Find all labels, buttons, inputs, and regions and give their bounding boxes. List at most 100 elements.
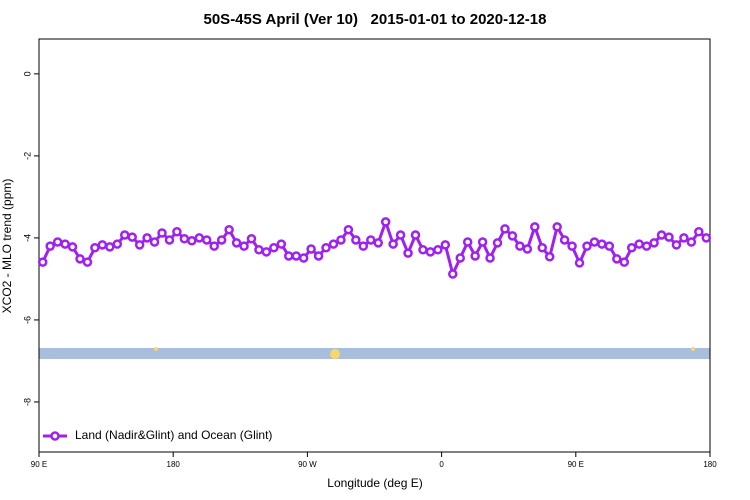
data-point: [105, 242, 115, 252]
data-point: [224, 224, 234, 235]
data-point: [559, 235, 570, 245]
data-point: [366, 235, 376, 245]
data-point: [328, 239, 339, 249]
data-point: [388, 239, 398, 249]
data-point: [127, 232, 137, 242]
data-point: [209, 241, 219, 251]
legend-label: Land (Nadir&Glint) and Ocean (Glint): [75, 428, 272, 442]
data-point: [52, 237, 63, 247]
data-point: [686, 237, 697, 247]
surface-band: [39, 348, 710, 359]
data-point: [239, 241, 249, 251]
y-tick-label: -6: [22, 316, 32, 324]
data-point: [194, 233, 205, 243]
data-point: [149, 237, 160, 247]
x-tick-label: 0: [439, 460, 444, 469]
data-point: [597, 239, 607, 249]
data-point: [582, 241, 592, 251]
chart-title: 50S-45S April (Ver 10) 2015-01-01 to 202…: [204, 11, 547, 28]
data-point: [75, 254, 85, 264]
data-point: [45, 241, 55, 251]
data-point: [470, 251, 480, 261]
data-point: [134, 240, 145, 250]
data-point: [298, 253, 309, 263]
data-point: [418, 245, 428, 255]
data-point: [67, 242, 78, 252]
data-point: [567, 241, 577, 251]
data-point: [574, 258, 585, 268]
data-point: [306, 244, 316, 254]
data-point: [619, 257, 630, 267]
data-point: [530, 222, 540, 232]
data-point: [522, 244, 533, 254]
y-tick-label: -2: [22, 152, 32, 160]
data-point: [231, 238, 242, 248]
data-point: [216, 235, 227, 245]
data-point: [343, 224, 354, 235]
data-point: [477, 237, 488, 247]
data-point: [544, 252, 555, 262]
data-point: [395, 230, 406, 240]
marker-dot: [330, 349, 340, 359]
data-point: [656, 230, 667, 240]
data-point: [254, 245, 264, 255]
data-point: [179, 233, 190, 244]
data-point: [60, 239, 70, 249]
data-point: [641, 241, 652, 251]
data-point: [626, 243, 637, 253]
data-point: [649, 238, 659, 248]
plot-frame: [38, 38, 711, 453]
data-point: [492, 238, 503, 248]
data-point: [97, 240, 108, 250]
y-tick-label: 0: [22, 71, 32, 76]
data-point: [462, 237, 473, 247]
data-point: [351, 235, 361, 245]
data-point: [679, 233, 689, 243]
data-point: [403, 248, 413, 258]
data-point: [701, 233, 712, 243]
marker-dot: [691, 347, 695, 351]
data-point: [604, 241, 615, 251]
data-point: [507, 231, 518, 241]
y-axis-label: XCO2 - MLO trend (ppm): [0, 179, 14, 314]
data-point: [291, 251, 301, 261]
data-point: [90, 243, 100, 253]
data-point: [664, 232, 674, 242]
data-point: [634, 239, 644, 249]
x-tick-label: 90 E: [31, 460, 47, 469]
data-point: [500, 224, 510, 234]
data-point: [142, 233, 152, 243]
data-point: [164, 235, 175, 245]
data-point: [269, 243, 279, 253]
data-point: [455, 253, 465, 263]
x-axis-label: Longitude (deg E): [327, 476, 422, 490]
data-point: [112, 239, 123, 249]
data-point: [373, 238, 383, 248]
x-tick-label: 90 W: [298, 460, 317, 469]
data-point: [202, 235, 212, 245]
data-point: [380, 217, 391, 227]
x-tick-label: 90 E: [568, 460, 584, 469]
y-tick-label: -4: [22, 234, 32, 242]
data-point: [425, 247, 436, 257]
data-point: [172, 227, 182, 237]
data-point: [410, 230, 421, 240]
data-point: [612, 254, 622, 264]
data-point: [261, 247, 272, 257]
data-point: [119, 230, 130, 240]
data-point: [537, 243, 547, 253]
data-point: [440, 240, 451, 250]
data-point: [321, 243, 331, 253]
data-point: [671, 240, 682, 250]
marker-dot: [154, 347, 158, 351]
data-point: [448, 269, 458, 279]
data-point: [589, 237, 600, 247]
data-point: [336, 235, 346, 245]
data-point: [157, 228, 167, 238]
data-point: [37, 257, 48, 267]
data-point: [433, 245, 443, 255]
data-point: [284, 251, 294, 261]
legend-marker: [50, 431, 60, 441]
